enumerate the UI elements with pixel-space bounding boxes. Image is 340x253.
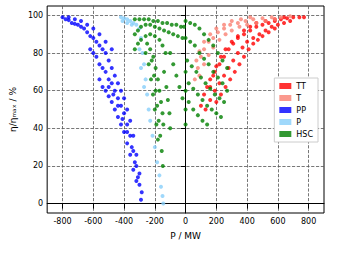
svg-text:40: 40 <box>33 124 43 133</box>
svg-text:20: 20 <box>33 161 43 170</box>
svg-text:P / MW: P / MW <box>170 231 201 241</box>
svg-text:T: T <box>295 94 301 103</box>
svg-text:PP: PP <box>296 106 306 115</box>
svg-text:100: 100 <box>28 11 43 20</box>
svg-text:HSC: HSC <box>296 130 313 139</box>
svg-text:0: 0 <box>38 199 43 208</box>
svg-text:TT: TT <box>295 82 306 91</box>
svg-text:-800: -800 <box>53 217 71 226</box>
svg-text:80: 80 <box>33 49 43 58</box>
svg-text:-600: -600 <box>84 217 102 226</box>
svg-text:P: P <box>296 118 301 127</box>
svg-text:400: 400 <box>239 217 254 226</box>
svg-text:800: 800 <box>301 217 316 226</box>
svg-text:600: 600 <box>270 217 285 226</box>
svg-text:0: 0 <box>183 217 188 226</box>
svg-text:η/ηₘₐₓ / %: η/ηₘₐₓ / % <box>8 87 18 132</box>
svg-text:200: 200 <box>209 217 224 226</box>
svg-text:-400: -400 <box>115 217 133 226</box>
svg-text:-200: -200 <box>146 217 164 226</box>
svg-text:60: 60 <box>33 86 43 95</box>
